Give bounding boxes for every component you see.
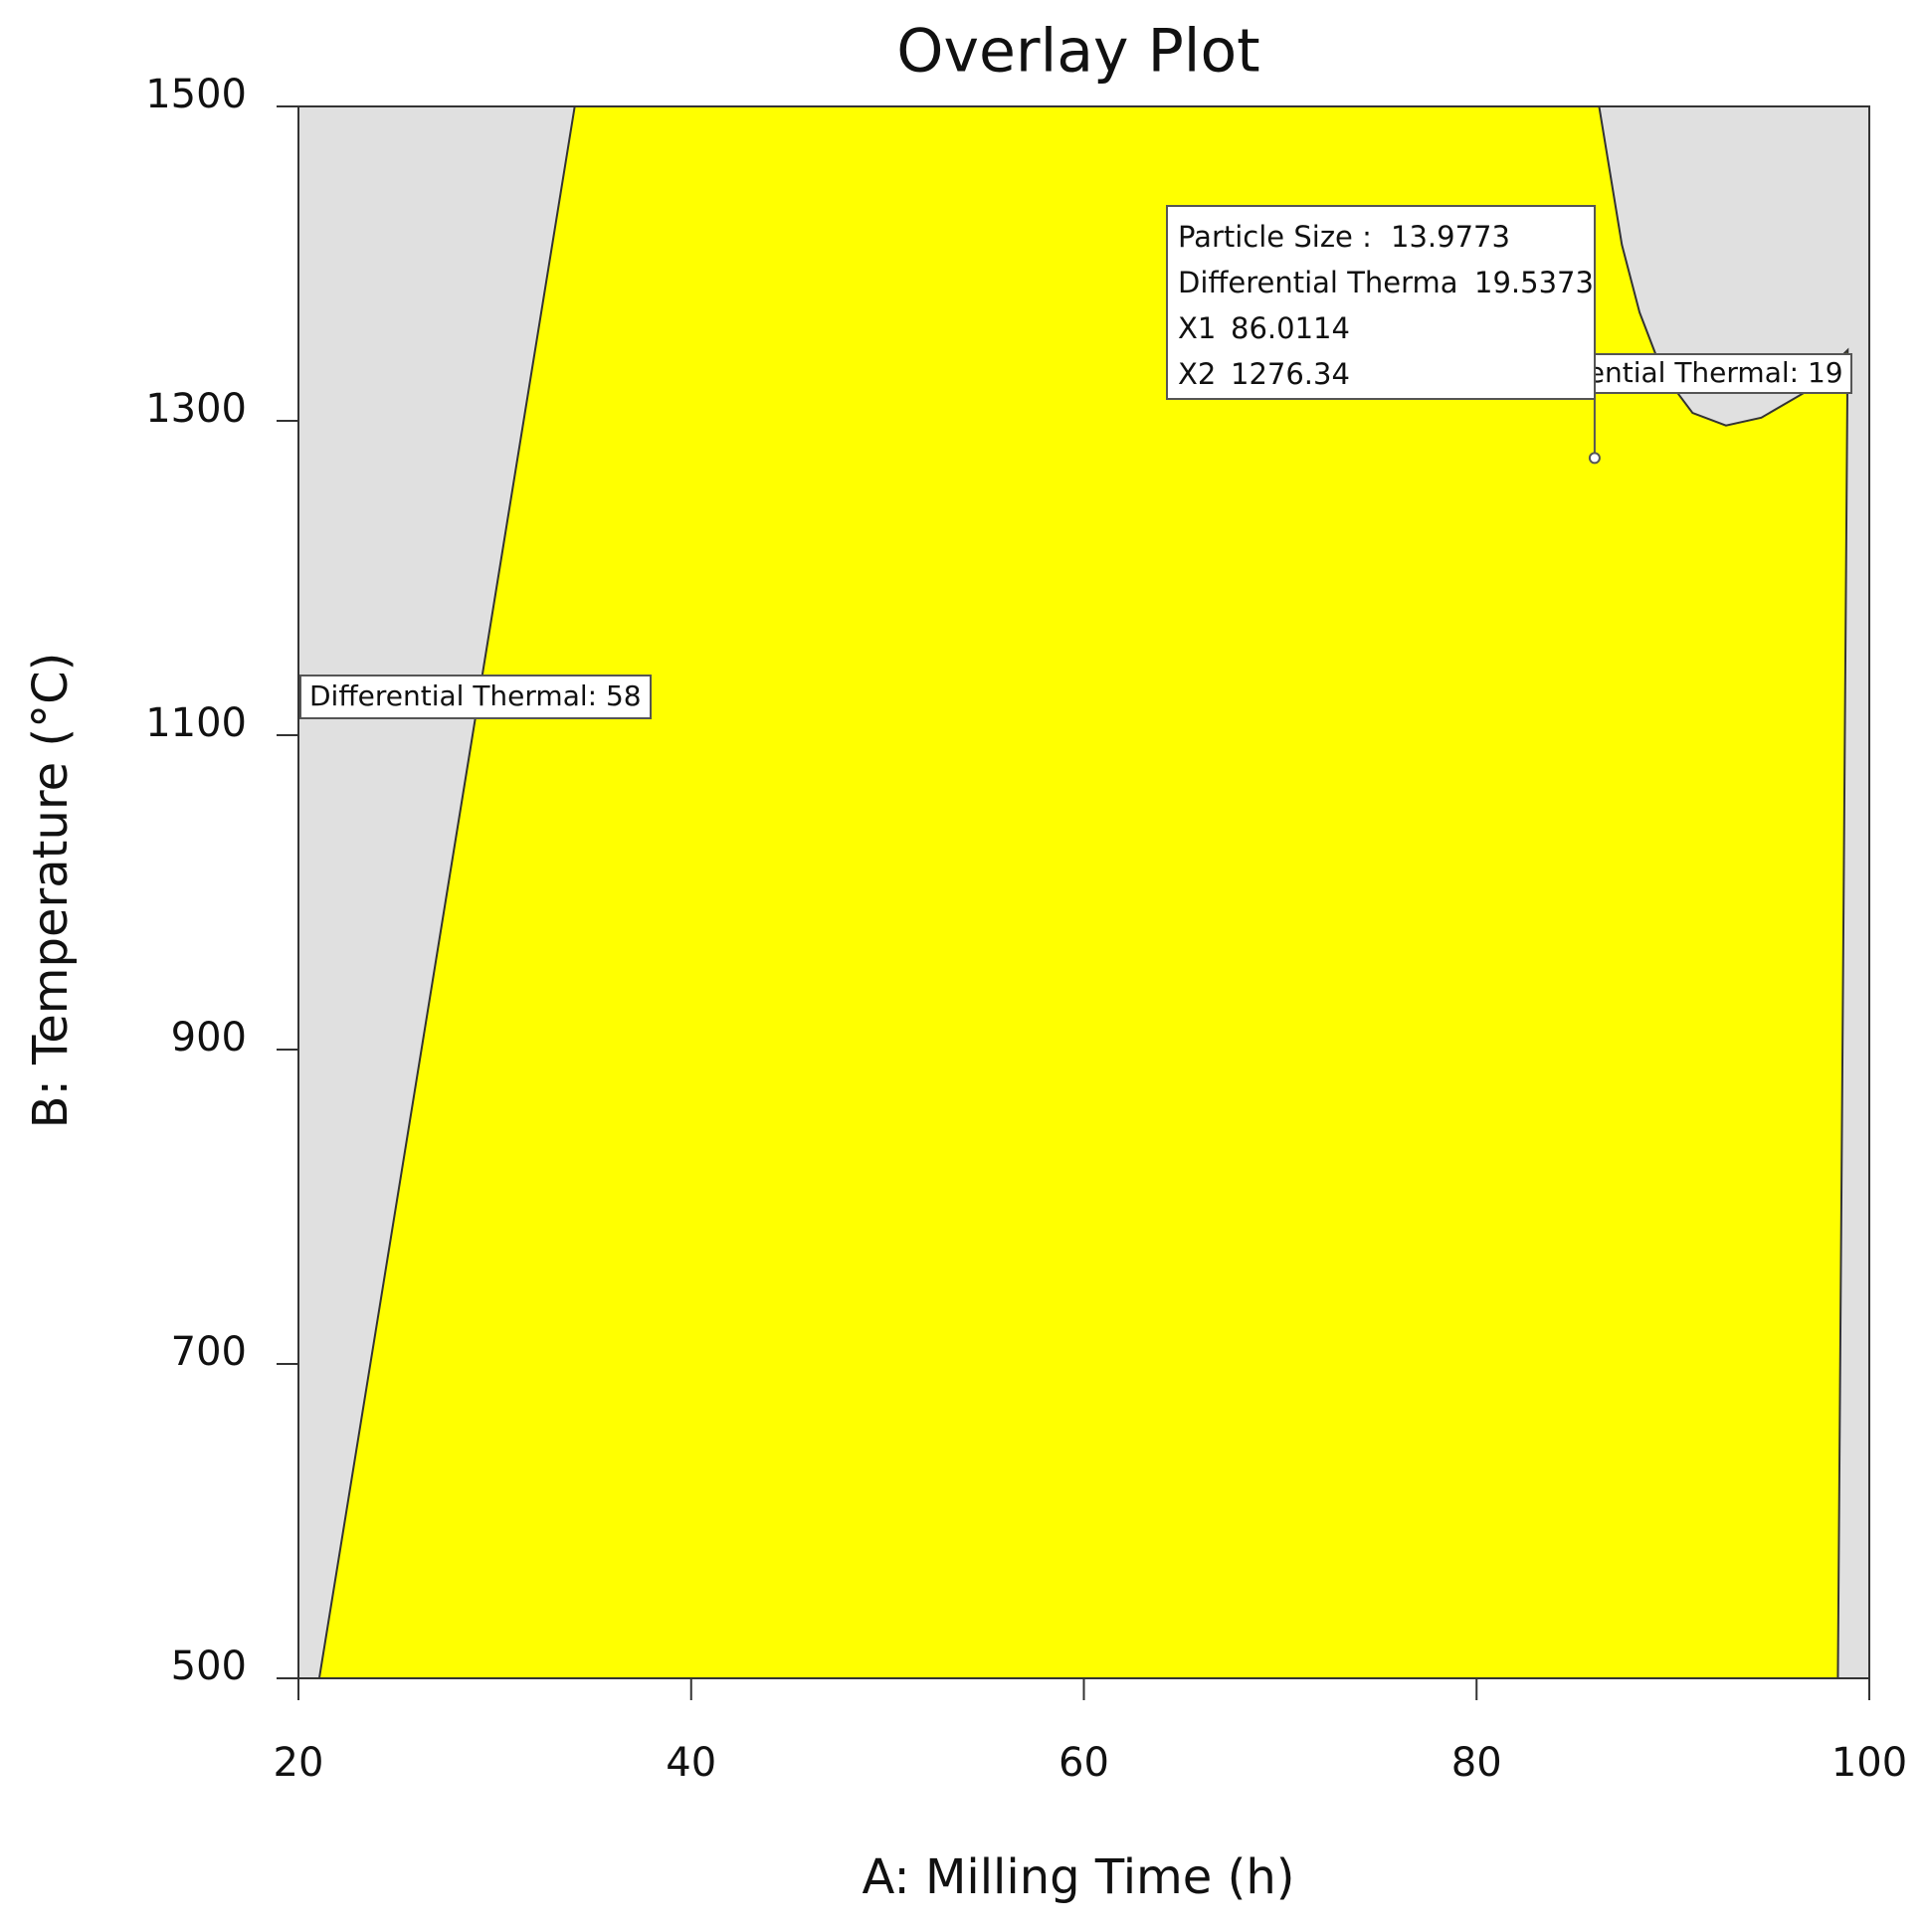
- chart-title: Overlay Plot: [896, 17, 1259, 87]
- tooltip-box: [1166, 205, 1596, 400]
- x-tick-label: 80: [1451, 1740, 1502, 1786]
- x-tick-label: 40: [666, 1740, 716, 1786]
- y-tick-label: 900: [171, 1015, 247, 1061]
- y-tick-label: 700: [171, 1329, 247, 1375]
- y-tick-label: 1500: [145, 72, 247, 117]
- tooltip-label: X1: [1178, 311, 1216, 345]
- tooltip-label: X2: [1178, 357, 1216, 391]
- tooltip-label: Differential Therma: [1178, 266, 1458, 299]
- y-tick-label: 500: [171, 1643, 247, 1689]
- x-axis-title: A: Milling Time (h): [863, 1849, 1295, 1905]
- feasible-region: [317, 105, 1849, 1679]
- y-axis-title: B: Temperature (°C): [23, 653, 79, 1129]
- annotation-box: [299, 675, 652, 719]
- annotation: Differential Thermal: 58: [309, 679, 642, 712]
- flag-point: [1588, 452, 1601, 465]
- tooltip-value: 1276.34: [1231, 357, 1350, 391]
- tooltip-label: Particle Size :: [1178, 220, 1372, 254]
- tooltip-value: 86.0114: [1231, 311, 1350, 345]
- x-tick-label: 100: [1831, 1740, 1907, 1786]
- x-tick-label: 20: [274, 1740, 324, 1786]
- y-tick-label: 1300: [145, 386, 247, 432]
- y-tick-label: 1100: [145, 700, 247, 746]
- tooltip-value: 13.9773: [1391, 220, 1510, 254]
- x-tick-label: 60: [1059, 1740, 1109, 1786]
- tooltip-value: 19.5373: [1474, 266, 1594, 299]
